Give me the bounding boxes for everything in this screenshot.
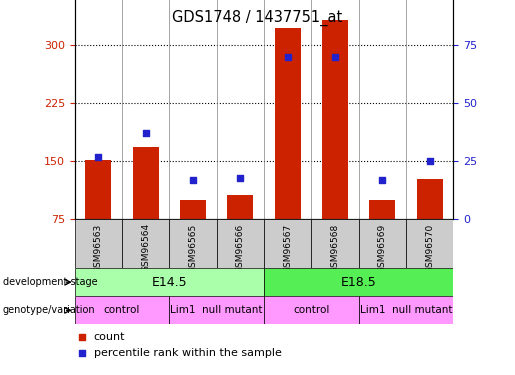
Text: development stage: development stage bbox=[3, 277, 97, 287]
Text: percentile rank within the sample: percentile rank within the sample bbox=[94, 348, 282, 358]
Text: GSM96567: GSM96567 bbox=[283, 223, 292, 273]
Text: GSM96563: GSM96563 bbox=[94, 223, 103, 273]
Text: control: control bbox=[104, 305, 140, 315]
Bar bbox=[358, 296, 453, 324]
Text: control: control bbox=[293, 305, 330, 315]
Text: E18.5: E18.5 bbox=[341, 276, 376, 289]
Text: GSM96564: GSM96564 bbox=[141, 223, 150, 272]
Bar bbox=[264, 268, 453, 296]
Text: GSM96566: GSM96566 bbox=[236, 223, 245, 273]
Point bbox=[189, 177, 197, 183]
Text: GSM96565: GSM96565 bbox=[188, 223, 197, 273]
Text: genotype/variation: genotype/variation bbox=[3, 305, 95, 315]
Bar bbox=[75, 219, 122, 268]
Point bbox=[142, 130, 150, 136]
Point bbox=[425, 158, 434, 164]
Text: Lim1  null mutant: Lim1 null mutant bbox=[170, 305, 263, 315]
Bar bbox=[122, 219, 169, 268]
Bar bbox=[85, 160, 111, 219]
Point bbox=[378, 177, 386, 183]
Bar bbox=[180, 200, 206, 219]
Bar bbox=[227, 195, 253, 219]
Bar bbox=[311, 219, 358, 268]
Point bbox=[94, 154, 102, 160]
Bar bbox=[322, 20, 348, 219]
Point bbox=[236, 174, 245, 180]
Text: GSM96570: GSM96570 bbox=[425, 223, 434, 273]
Bar bbox=[264, 296, 358, 324]
Bar bbox=[169, 219, 217, 268]
Bar bbox=[358, 219, 406, 268]
Bar bbox=[274, 28, 301, 219]
Text: E14.5: E14.5 bbox=[151, 276, 187, 289]
Bar bbox=[417, 179, 442, 219]
Bar bbox=[369, 200, 395, 219]
Text: Lim1  null mutant: Lim1 null mutant bbox=[359, 305, 452, 315]
Bar bbox=[133, 147, 159, 219]
Text: GSM96569: GSM96569 bbox=[377, 223, 387, 273]
Bar bbox=[264, 219, 311, 268]
Point bbox=[78, 350, 87, 356]
Bar bbox=[406, 219, 453, 268]
Text: GDS1748 / 1437751_at: GDS1748 / 1437751_at bbox=[173, 9, 342, 26]
Point bbox=[283, 54, 291, 60]
Bar bbox=[75, 296, 169, 324]
Point bbox=[331, 54, 339, 60]
Point bbox=[78, 334, 87, 340]
Bar bbox=[169, 296, 264, 324]
Text: GSM96568: GSM96568 bbox=[331, 223, 339, 273]
Bar bbox=[217, 219, 264, 268]
Bar bbox=[75, 268, 264, 296]
Text: count: count bbox=[94, 332, 125, 342]
